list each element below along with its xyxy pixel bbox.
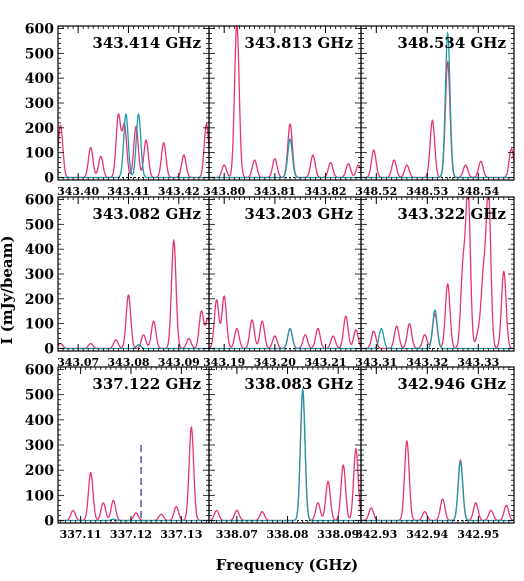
x-tick-label: 343.19	[203, 356, 245, 369]
y-tick-label: 500	[25, 388, 54, 404]
x-tick-label: 343.31	[355, 356, 397, 369]
spectrum-line	[209, 390, 361, 522]
x-tick-label: 348.52	[355, 185, 397, 198]
spectrum-panel: 343.31 343.32 343.33 343.322 GHz	[355, 196, 515, 369]
y-tick-label: 400	[25, 71, 54, 87]
spectrum-panel: 343.80 343.81 343.82 343.813 GHz	[203, 25, 362, 198]
y-tick-label: 500	[25, 46, 54, 62]
x-tick-label: 343.20	[254, 356, 296, 369]
panel-title: 337.122 GHz	[92, 375, 201, 393]
x-tick-label: 338.08	[266, 528, 308, 541]
y-tick-label: 200	[25, 292, 54, 308]
x-tick-label: 343.08	[107, 356, 149, 369]
spectrum-panel: 343.07 343.08 343.09 0 100 200 300 400 500 600 343…	[25, 192, 210, 369]
x-tick-label: 343.82	[304, 185, 346, 198]
spectrum-panel: 338.07 338.08 338.09 338.083 GHz	[208, 366, 362, 541]
x-tick-label: 343.32	[406, 356, 448, 369]
y-tick-label: 100	[25, 146, 54, 162]
spectrum-line	[58, 518, 209, 522]
y-tick-label: 600	[25, 21, 54, 37]
spectrum-line	[58, 238, 209, 350]
y-tick-label: 100	[25, 317, 54, 333]
panel-title: 343.322 GHz	[397, 205, 506, 223]
y-tick-label: 300	[25, 438, 54, 454]
x-tick-label: 343.21	[304, 356, 346, 369]
spectrum-panel: 337.11 337.12 337.13 0 100 200 300 400 500 600 337…	[25, 363, 210, 541]
spectrum-line	[361, 309, 514, 350]
y-tick-label: 600	[25, 192, 54, 208]
panel-title: 343.414 GHz	[92, 34, 201, 52]
spectrum-line	[361, 460, 514, 522]
x-tick-label: 348.54	[457, 185, 499, 198]
y-tick-label: 600	[25, 363, 54, 379]
x-tick-label: 348.53	[406, 185, 448, 198]
x-tick-label: 338.09	[317, 528, 359, 541]
panel-title: 343.813 GHz	[244, 34, 353, 52]
x-tick-label: 337.11	[60, 528, 102, 541]
spectrum-panel: 342.93 342.94 342.95 342.946 GHz	[355, 366, 515, 541]
y-axis-label: I (mJy/beam)	[0, 235, 16, 344]
x-tick-label: 343.41	[107, 185, 149, 198]
y-tick-label: 0	[44, 513, 54, 529]
y-tick-label: 400	[25, 413, 54, 429]
spectrum-panel: 343.19 343.20 343.21 343.203 GHz	[203, 196, 362, 369]
x-tick-label: 343.81	[254, 185, 296, 198]
y-tick-label: 0	[44, 342, 54, 358]
x-tick-label: 343.80	[203, 185, 245, 198]
y-tick-label: 100	[25, 488, 54, 504]
y-tick-label: 200	[25, 121, 54, 137]
y-tick-label: 500	[25, 217, 54, 233]
panel-title: 343.203 GHz	[244, 205, 353, 223]
spectrum-panel: 348.52 348.53 348.54 348.534 GHz	[355, 25, 515, 198]
spectrum-line	[209, 387, 361, 522]
panel-title: 343.082 GHz	[92, 205, 201, 223]
x-tick-label: 338.07	[216, 528, 258, 541]
x-tick-label: 343.07	[57, 356, 99, 369]
x-axis-label: Frequency (GHz)	[216, 556, 358, 574]
x-tick-label: 337.12	[110, 528, 152, 541]
x-tick-label: 342.94	[406, 528, 448, 541]
y-tick-label: 400	[25, 242, 54, 258]
spectrum-line	[361, 60, 514, 179]
panel-title: 342.946 GHz	[397, 375, 506, 393]
spectrum-line	[361, 31, 514, 179]
x-tick-label: 343.40	[57, 185, 99, 198]
spectrum-line	[209, 295, 361, 350]
x-tick-label: 342.95	[457, 528, 499, 541]
spectrum-panel: 343.40 343.41 343.42 0 100 200 300 400 500 600 343…	[25, 21, 210, 198]
x-tick-label: 343.09	[158, 356, 200, 369]
y-tick-label: 0	[44, 171, 54, 187]
x-tick-label: 343.42	[158, 185, 200, 198]
panel-title: 348.534 GHz	[397, 34, 506, 52]
y-tick-label: 300	[25, 267, 54, 283]
panel-title: 338.083 GHz	[244, 375, 353, 393]
x-tick-label: 343.33	[457, 356, 499, 369]
x-tick-label: 337.13	[160, 528, 202, 541]
y-tick-label: 300	[25, 96, 54, 112]
spectrum-line	[58, 425, 209, 522]
x-tick-label: 342.93	[355, 528, 397, 541]
y-tick-label: 200	[25, 463, 54, 479]
spectrum-line	[361, 439, 514, 522]
